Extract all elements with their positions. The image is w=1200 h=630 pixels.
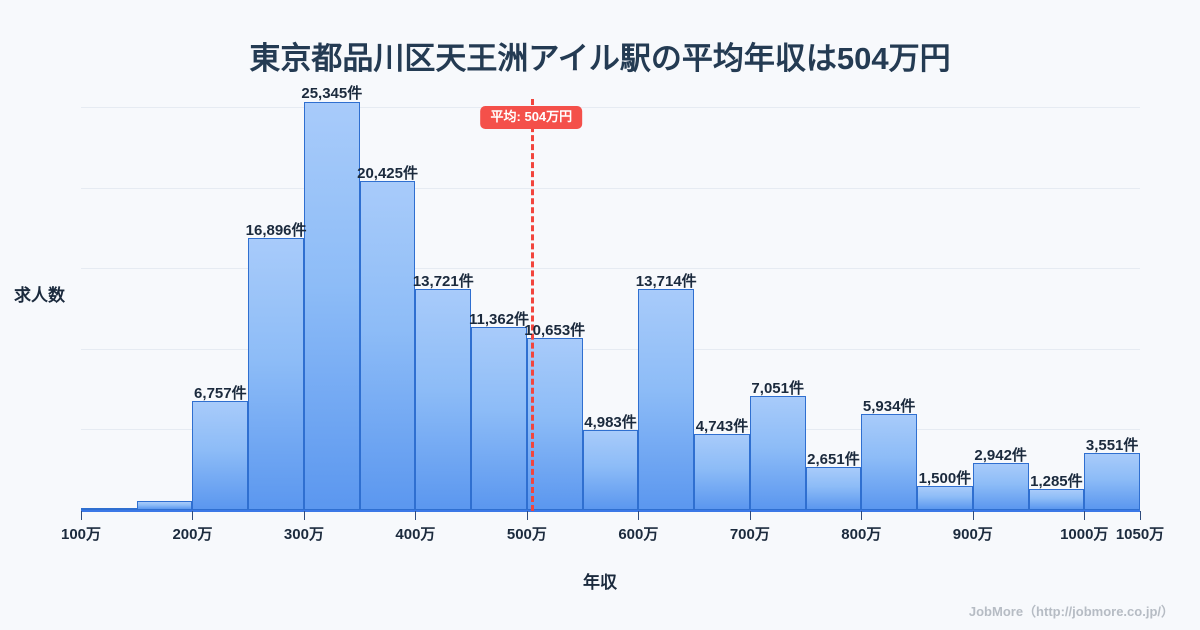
bar-value-label: 6,757件 [194, 385, 247, 403]
x-axis-tick [81, 511, 82, 520]
bar-value-label: 3,551件 [1085, 436, 1139, 454]
bar[interactable] [1028, 489, 1085, 510]
bar-value-label: 13,714件 [635, 272, 697, 290]
gridline [81, 187, 1140, 189]
bar[interactable] [917, 485, 973, 510]
bar[interactable] [248, 237, 304, 510]
bar-value-label: 1,500件 [918, 469, 972, 487]
x-axis-tick-label: 1050万 [1115, 526, 1165, 543]
bar-value-label: 2,942件 [974, 446, 1027, 464]
bar-value-label: 10,653件 [524, 322, 586, 340]
x-axis-tick [861, 511, 863, 520]
x-axis-tick [1140, 511, 1141, 520]
x-axis-tick [749, 511, 751, 520]
gridline [81, 107, 1140, 109]
gridline [81, 268, 1140, 270]
x-axis-tick [192, 511, 194, 520]
x-axis-tick-label: 300万 [283, 526, 324, 543]
x-axis-tick-label: 400万 [395, 526, 436, 543]
gridline [81, 348, 1140, 350]
average-badge: 平均: 504万円 [480, 106, 583, 130]
x-axis-tick-label: 500万 [506, 526, 547, 543]
y-axis-title: 求人数 [14, 286, 65, 305]
bar-value-label: 11,362件 [468, 310, 530, 328]
bar[interactable] [359, 180, 416, 510]
footer-credit: JobMore（http://jobmore.co.jp/） [968, 604, 1174, 619]
bar-value-label: 1,285件 [1030, 473, 1083, 491]
x-axis-tick-label: 700万 [729, 526, 770, 543]
bar[interactable] [749, 396, 806, 510]
bar[interactable] [526, 338, 583, 510]
x-axis-tick [1084, 511, 1086, 520]
bar[interactable] [805, 467, 862, 510]
bar[interactable] [192, 401, 249, 510]
bar[interactable] [303, 101, 360, 510]
bar[interactable] [972, 462, 1029, 510]
page-title: 東京都品川区天王洲アイル駅の平均年収は504万円 [249, 41, 951, 76]
plot-area [81, 99, 1140, 512]
x-axis-tick [638, 511, 640, 520]
bar-value-label: 13,721件 [412, 272, 474, 290]
x-axis-tick [972, 511, 974, 520]
x-axis-tick-label: 1000万 [1060, 526, 1109, 543]
bar[interactable] [694, 433, 750, 510]
bar-value-label: 5,934件 [862, 398, 916, 416]
bar-value-label: 4,743件 [695, 417, 749, 435]
bar-value-label: 7,051件 [751, 380, 804, 398]
bar[interactable] [415, 288, 472, 510]
bar[interactable] [582, 429, 639, 510]
bar[interactable] [136, 500, 193, 510]
bar-value-label: 16,896件 [245, 221, 307, 239]
x-axis-tick-label: 100万 [60, 526, 102, 543]
x-axis-tick-label: 800万 [841, 526, 882, 543]
x-axis-tick-label: 600万 [618, 526, 659, 543]
bar-value-label: 2,651件 [807, 451, 860, 469]
x-axis-tick [526, 511, 528, 520]
x-axis-tick [415, 511, 417, 520]
bar[interactable] [471, 326, 527, 510]
x-axis-tick-label: 900万 [952, 526, 993, 543]
bar-value-label: 4,983件 [584, 413, 637, 431]
x-axis-tick-label: 200万 [172, 526, 213, 543]
bar[interactable] [81, 508, 137, 510]
average-line [531, 99, 535, 511]
x-axis-title: 年収 [583, 573, 617, 592]
bar[interactable] [1084, 452, 1140, 510]
bar[interactable] [638, 288, 695, 510]
bar[interactable] [861, 414, 918, 510]
bar-value-label: 20,425件 [357, 164, 418, 182]
x-axis-tick [303, 511, 305, 520]
bar-value-label: 25,345件 [301, 85, 363, 103]
x-axis-line [81, 510, 1140, 512]
